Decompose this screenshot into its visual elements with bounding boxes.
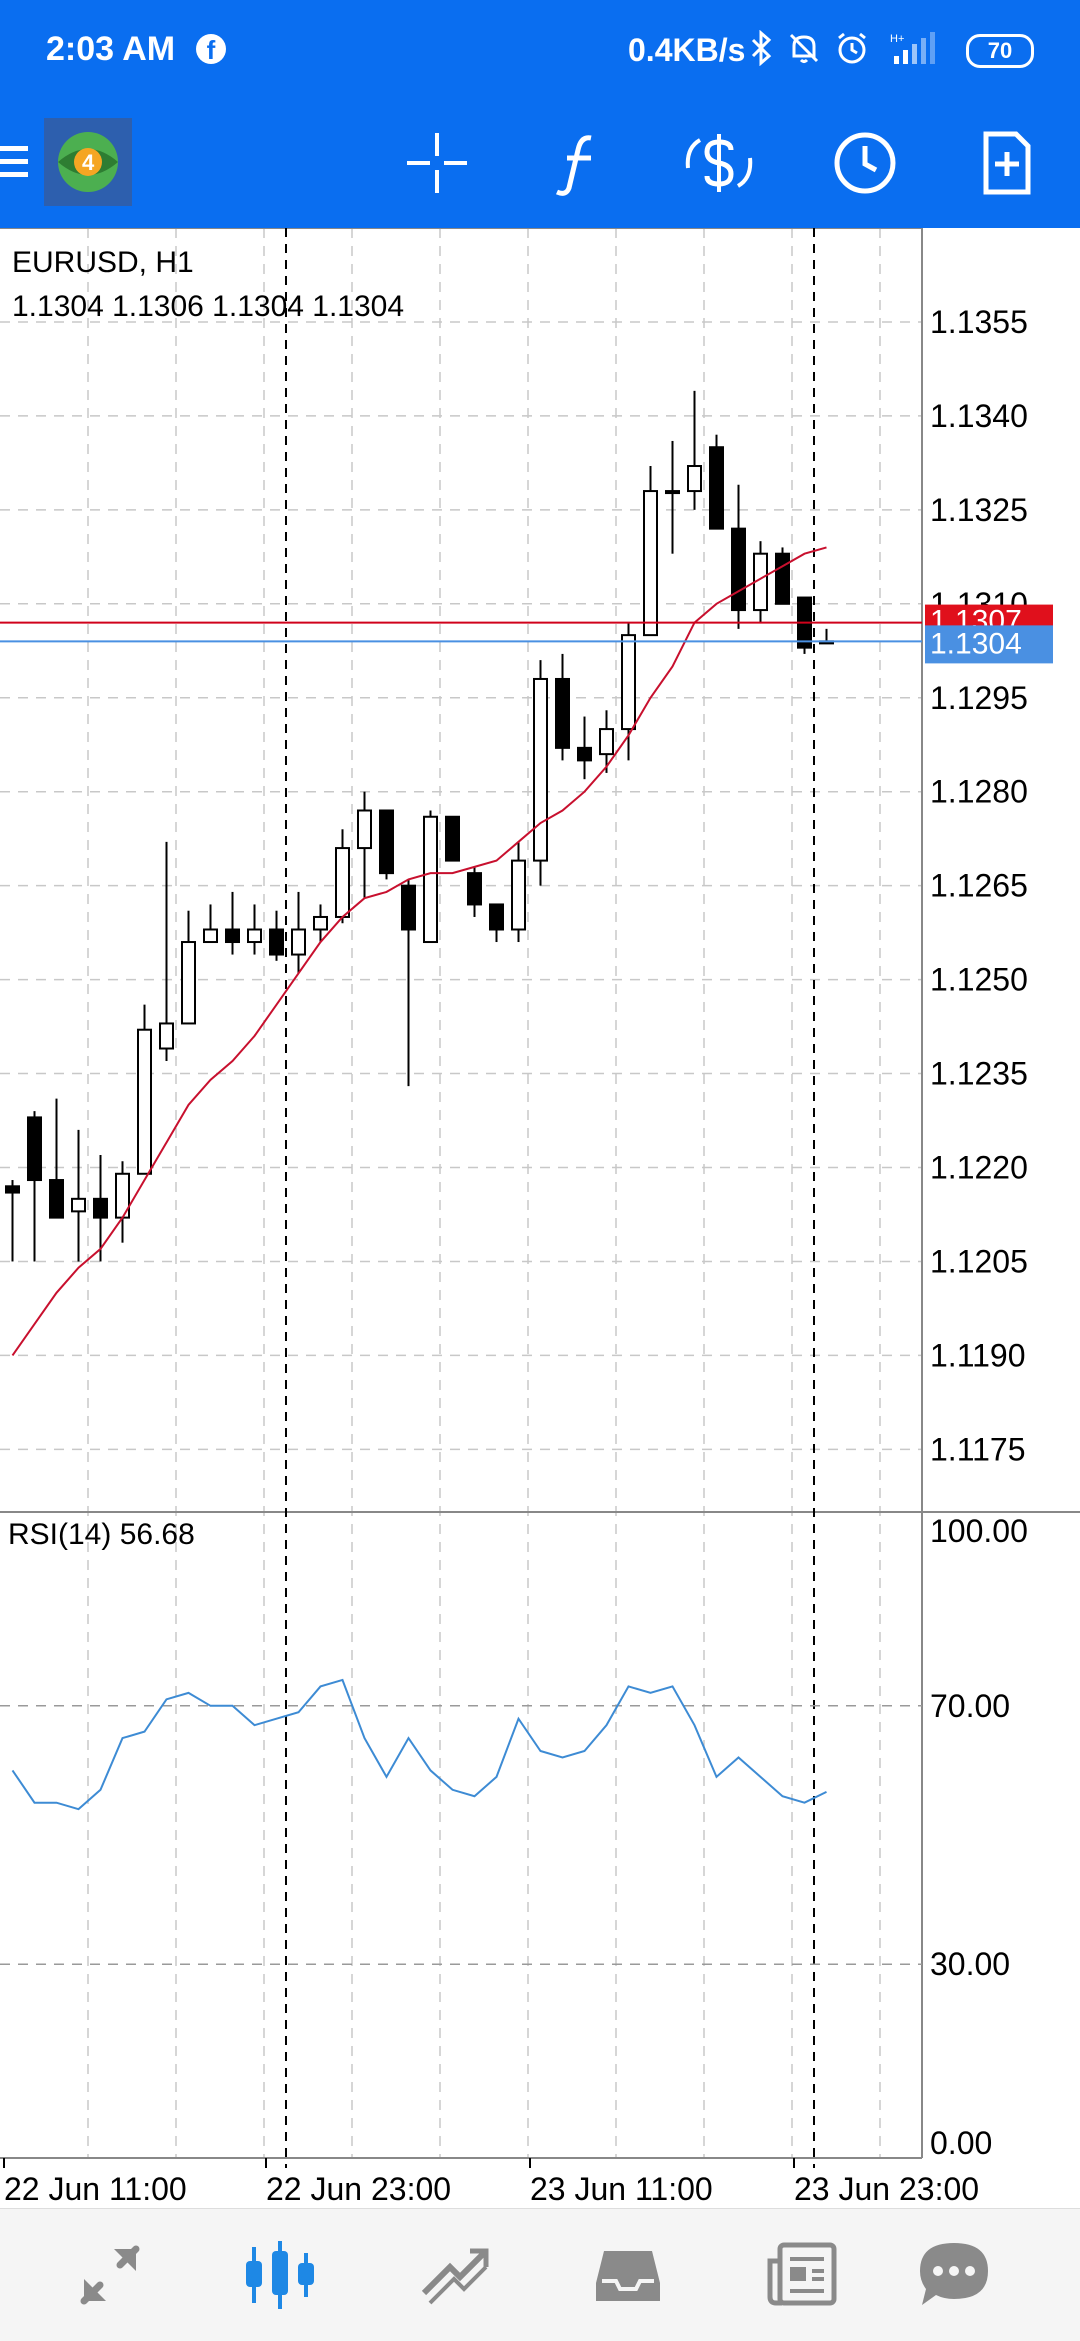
candle-body — [71, 1197, 86, 1213]
bid-price-tag — [925, 625, 1053, 664]
candle-body — [335, 847, 350, 918]
price-tick-label: 1.1325 — [930, 492, 1028, 528]
candle-body — [203, 928, 218, 944]
time-axis: 22 Jun 11:00 22 Jun 23:00 23 Jun 11:00 23 J… — [3, 2158, 979, 2207]
price-tick-label: 1.1175 — [930, 1431, 1026, 1467]
candle-body — [709, 446, 724, 530]
timeframe-icon[interactable] — [830, 128, 900, 198]
svg-text:4: 4 — [82, 150, 95, 175]
candle-body — [27, 1116, 42, 1182]
candle-body — [5, 1185, 20, 1194]
signal-icon: H+ — [890, 30, 948, 75]
price-tick-label: 1.1205 — [930, 1243, 1028, 1279]
candle-body — [247, 928, 262, 944]
time-tick-label: 22 Jun 11:00 — [4, 2171, 187, 2207]
price-tick-label: 1.1220 — [930, 1150, 1028, 1186]
bid-price-label: 1.1304 — [930, 627, 1022, 660]
crosshair-icon[interactable] — [402, 128, 472, 198]
rsi-tick-label: 100.00 — [930, 1513, 1028, 1549]
price-tick-label: 1.1250 — [930, 962, 1028, 998]
svg-text:H+: H+ — [890, 33, 904, 45]
price-tick-label: 1.1280 — [930, 774, 1028, 810]
chat-icon[interactable] — [914, 2235, 994, 2315]
status-bar: 2:03 AM f 0.4KB/s H+ 70 — [0, 0, 1080, 100]
candle-body — [665, 490, 680, 495]
rsi-levels: 100.00 70.00 30.00 0.00 — [0, 1513, 1028, 2161]
candle-body — [511, 859, 526, 931]
candle-body — [401, 884, 416, 931]
candle-body — [357, 809, 372, 850]
moving-average-line — [11, 546, 827, 1356]
network-speed: 0.4KB/s — [628, 32, 746, 68]
indicators-icon[interactable] — [545, 128, 615, 198]
rsi-label: RSI(14) 56.68 — [8, 1518, 195, 1551]
bottom-nav — [0, 2208, 1080, 2341]
alarm-icon — [834, 30, 870, 75]
candle-body — [225, 928, 240, 944]
candle-body — [643, 490, 658, 637]
price-tick-label: 1.1265 — [930, 868, 1028, 904]
candle-body — [423, 815, 438, 944]
candle-body — [467, 872, 482, 906]
rsi-tick-label: 0.00 — [930, 2125, 992, 2161]
time-tick-label: 23 Jun 11:00 — [530, 2171, 713, 2207]
grid-lines — [0, 228, 922, 2158]
candle-body — [577, 746, 592, 762]
rsi-tick-label: 30.00 — [930, 1946, 1010, 1982]
candle-body — [621, 634, 636, 731]
candle-body — [489, 903, 504, 931]
candle-body — [137, 1028, 152, 1175]
toolbar: 4 — [0, 100, 1080, 228]
chart-area[interactable]: 1.1355 1.1340 1.1325 1.1310 1.1295 1.1280 1.12… — [0, 228, 1080, 2228]
ohlc-label: 1.1304 1.1306 1.1304 1.1304 — [12, 290, 405, 323]
candle-body — [49, 1179, 64, 1219]
rsi-line — [11, 1678, 827, 1811]
time-tick-label: 23 Jun 23:00 — [794, 2171, 979, 2207]
candle-body — [159, 1022, 174, 1050]
candle-body — [379, 809, 394, 875]
price-tick-label: 1.1355 — [930, 304, 1028, 340]
price-tick-label: 1.1190 — [930, 1337, 1026, 1373]
price-tick-label: 1.1235 — [930, 1056, 1028, 1092]
candle-body — [731, 527, 746, 612]
candle-body — [687, 465, 702, 493]
candle-body — [93, 1197, 108, 1219]
clock: 2:03 AM — [46, 30, 176, 68]
trade-icon[interactable] — [684, 128, 754, 198]
candle-body — [775, 552, 790, 605]
symbol-label: EURUSD, H1 — [12, 246, 194, 279]
news-icon[interactable] — [762, 2235, 842, 2315]
candle-body — [269, 928, 284, 956]
quotes-icon[interactable] — [70, 2235, 150, 2315]
rsi-tick-label: 70.00 — [930, 1688, 1010, 1724]
trade-icon[interactable] — [414, 2235, 494, 2315]
candles — [5, 390, 834, 1262]
chart-svg[interactable]: 1.13551.13401.13251.13101.12951.12801.12… — [0, 228, 1080, 2228]
chart-icon[interactable] — [240, 2235, 320, 2315]
price-tick-label: 1.1295 — [930, 680, 1028, 716]
candle-body — [555, 677, 570, 749]
history-icon[interactable] — [588, 2235, 668, 2315]
price-tick-label: 1.1340 — [930, 398, 1028, 434]
time-tick-label: 22 Jun 23:00 — [266, 2171, 451, 2207]
bluetooth-icon — [750, 29, 774, 75]
mt4-logo[interactable]: 4 — [44, 118, 132, 206]
facebook-icon: f — [196, 34, 226, 65]
candle-body — [291, 928, 306, 956]
muted-bell-icon — [786, 30, 822, 75]
candle-body — [313, 915, 328, 931]
battery-icon: 70 — [966, 34, 1034, 68]
menu-icon[interactable] — [0, 146, 28, 185]
candle-body — [445, 815, 460, 862]
templates-icon[interactable] — [972, 128, 1042, 198]
candle-body — [181, 941, 196, 1025]
candle-body — [599, 728, 614, 756]
candle-body — [533, 677, 548, 862]
